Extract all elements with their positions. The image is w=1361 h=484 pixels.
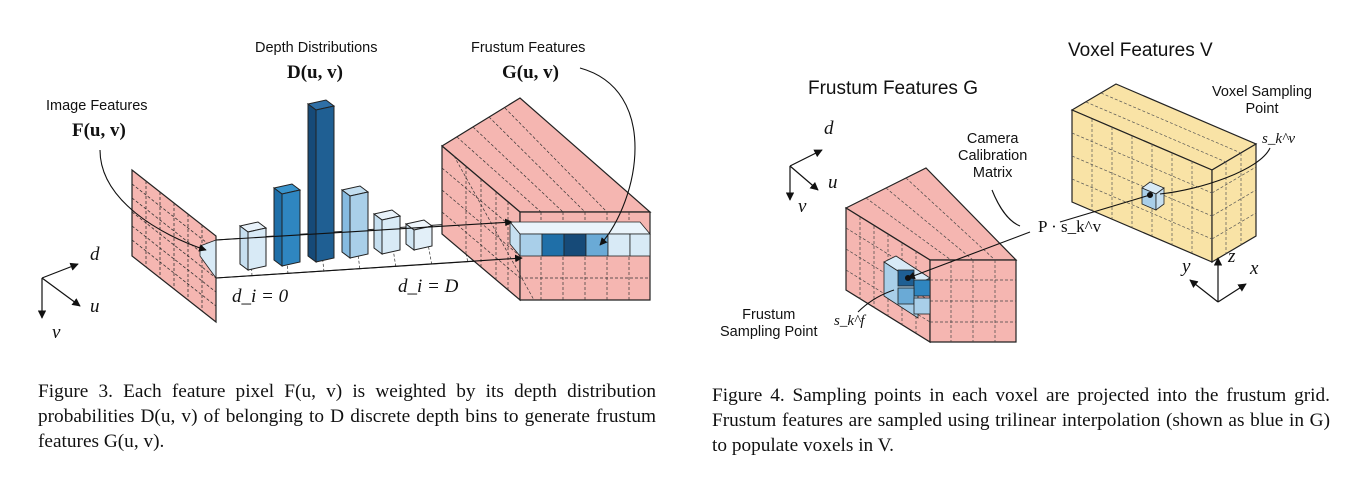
voxel-sampling-math: s_k^v <box>1262 131 1295 147</box>
figure4-caption: Figure 4. Sampling points in each voxel … <box>712 385 1330 456</box>
axis-d-label: d <box>90 244 100 265</box>
voxel-features-label: Voxel Features V <box>1068 40 1213 61</box>
depth-bar <box>306 99 336 263</box>
frustum-features-label: Frustum Features <box>471 40 586 56</box>
voxel-sampling-point-label: Voxel Sampling Point <box>1212 84 1312 117</box>
figure3-illustration <box>37 67 652 324</box>
axis-v-label-fig4: v <box>798 196 807 217</box>
figure3-caption: Figure 3. Each feature pixel F(u, v) is … <box>38 381 656 452</box>
axis-u-label-fig4: u <box>828 172 838 193</box>
image-features-math: F(u, v) <box>72 120 126 141</box>
axis-d-label-fig4: d <box>824 118 834 139</box>
axis-x-label: x <box>1250 258 1259 279</box>
depth-bar <box>238 221 268 271</box>
voxel-sampling-cube <box>1141 181 1165 211</box>
axis-y-label: y <box>1182 256 1191 277</box>
figure4-illustration <box>785 83 1271 344</box>
axis-z-label: z <box>1228 246 1236 267</box>
depth-bar <box>340 185 370 259</box>
depth-bar <box>404 219 434 251</box>
axis-v-label: v <box>52 322 61 343</box>
voxel-axes <box>1189 257 1247 303</box>
uvd-axes <box>37 262 81 319</box>
voxel-volume <box>1070 83 1258 264</box>
frustum-axes <box>785 149 823 201</box>
depth-distribution-bars <box>238 99 434 271</box>
frustum-sampling-point-label: Frustum Sampling Point <box>720 307 818 340</box>
image-feature-plane <box>131 168 217 324</box>
depth-bar <box>272 183 302 267</box>
frustum-features-math: G(u, v) <box>502 62 559 83</box>
projection-line <box>857 147 1271 313</box>
frustum-features-g-label: Frustum Features G <box>808 78 978 99</box>
frustum-sampling-math: s_k^f <box>834 313 865 329</box>
axis-u-label: u <box>90 296 100 317</box>
depth-bar <box>372 209 402 255</box>
image-features-label: Image Features <box>46 98 148 114</box>
leader-lines <box>99 67 636 252</box>
depth-distributions-math: D(u, v) <box>287 62 343 83</box>
projection-rays <box>215 218 523 279</box>
frustum-sampling-cells <box>883 255 931 319</box>
camera-calibration-label: Camera Calibration Matrix <box>958 131 1028 181</box>
frustum-volume <box>440 97 652 302</box>
frustum-g-volume <box>844 167 1018 344</box>
di-D-label: d_i = D <box>398 276 459 297</box>
depth-distributions-label: Depth Distributions <box>255 40 378 56</box>
di-zero-label: d_i = 0 <box>232 286 289 307</box>
projection-math: P · s_k^v <box>1038 217 1102 236</box>
